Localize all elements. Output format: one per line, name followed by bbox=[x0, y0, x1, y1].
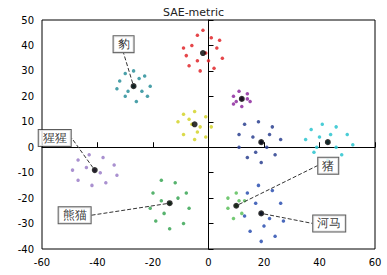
svg-text:0: 0 bbox=[28, 142, 34, 153]
svg-text:20: 20 bbox=[258, 257, 271, 268]
svg-text:猩猩: 猩猩 bbox=[43, 131, 67, 145]
svg-text:30: 30 bbox=[21, 65, 34, 76]
svg-text:-10: -10 bbox=[18, 167, 34, 178]
svg-text:河马: 河马 bbox=[317, 216, 341, 230]
svg-text:-30: -30 bbox=[18, 218, 34, 229]
svg-text:50: 50 bbox=[21, 15, 34, 26]
svg-text:熊猫: 熊猫 bbox=[63, 208, 87, 222]
svg-text:SAE-metric: SAE-metric bbox=[163, 6, 224, 19]
svg-text:20: 20 bbox=[21, 91, 34, 102]
svg-text:-20: -20 bbox=[18, 193, 34, 204]
svg-text:-20: -20 bbox=[145, 257, 161, 268]
svg-text:40: 40 bbox=[313, 257, 326, 268]
svg-text:-40: -40 bbox=[89, 257, 105, 268]
svg-text:0: 0 bbox=[205, 257, 211, 268]
svg-text:40: 40 bbox=[21, 40, 34, 51]
svg-text:10: 10 bbox=[21, 116, 34, 127]
svg-text:60: 60 bbox=[369, 257, 382, 268]
svg-text:猪: 猪 bbox=[322, 159, 334, 173]
svg-text:豹: 豹 bbox=[118, 37, 130, 51]
svg-text:-60: -60 bbox=[34, 257, 50, 268]
svg-text:-40: -40 bbox=[18, 244, 34, 255]
